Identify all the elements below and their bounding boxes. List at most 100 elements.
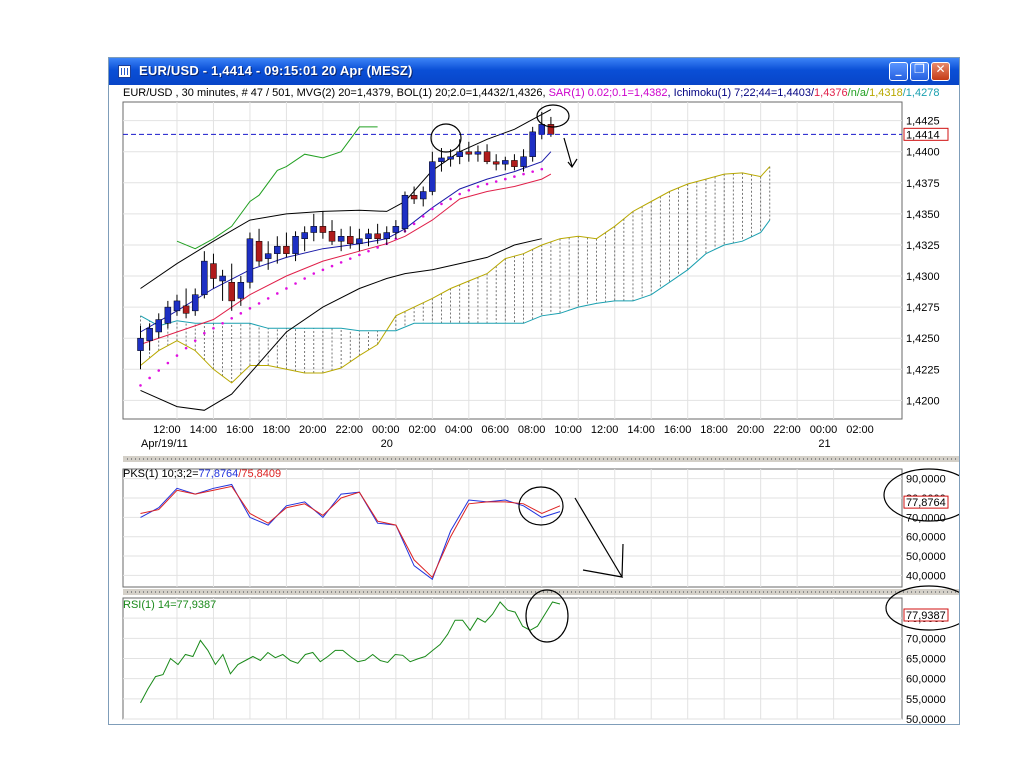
rsi-splitter-grip-dot: [503, 591, 504, 593]
candle-body: [447, 156, 454, 160]
rsi-splitter-grip-dot: [495, 591, 496, 593]
rsi-splitter-grip-dot: [179, 591, 180, 593]
pks-splitter-grip-dot: [859, 458, 860, 460]
rsi-splitter-grip-dot: [859, 591, 860, 593]
pks-splitter-grip-dot: [699, 458, 700, 460]
pks-splitter-grip-dot: [347, 458, 348, 460]
maximize-button[interactable]: ❐: [910, 62, 929, 81]
rsi-splitter-grip-dot: [463, 591, 464, 593]
rsi-splitter-grip-dot: [631, 591, 632, 593]
window-title: EUR/USD - 1,4414 - 09:15:01 20 Apr (MESZ…: [139, 63, 413, 78]
rsi-splitter-grip-dot: [227, 591, 228, 593]
title-bar[interactable]: EUR/USD - 1,4414 - 09:15:01 20 Apr (MESZ…: [109, 58, 959, 85]
rsi-splitter-grip-dot: [519, 591, 520, 593]
rsi-splitter-grip-dot: [715, 591, 716, 593]
close-button[interactable]: ✕: [931, 62, 950, 81]
pks-splitter-grip-dot: [771, 458, 772, 460]
candle-body: [438, 157, 445, 162]
pks-splitter-grip-dot: [327, 458, 328, 460]
candle-body: [201, 260, 208, 295]
pks-splitter-grip-dot: [803, 458, 804, 460]
pks-splitter-grip-dot: [459, 458, 460, 460]
candle-body: [310, 226, 318, 233]
senkou-span-a-line: [140, 166, 771, 384]
rsi-splitter-grip-dot: [431, 591, 432, 593]
minimize-button[interactable]: _: [889, 62, 908, 81]
annotation-circle: [518, 486, 564, 526]
pks-splitter-grip-dot: [319, 458, 320, 460]
pks-splitter-grip-dot: [559, 458, 560, 460]
rsi-splitter-grip-dot: [755, 591, 756, 593]
pks-header-segment: PKS(1) 10;3;2=: [123, 468, 199, 480]
rsi-splitter-grip-dot: [627, 591, 628, 593]
price-y-tick-label: 1,4400: [906, 147, 940, 159]
pks-splitter-grip-dot: [943, 458, 944, 460]
pks-splitter-grip-dot: [659, 458, 660, 460]
rsi-splitter-grip-dot: [455, 591, 456, 593]
sar-dot: [540, 167, 544, 171]
time-axis-tick-label: 00:00: [372, 424, 400, 436]
rsi-splitter-grip-dot: [439, 591, 440, 593]
pks-splitter-grip-dot: [235, 458, 236, 460]
pks-splitter-grip-dot: [127, 458, 128, 460]
pks-splitter-grip-dot: [671, 458, 672, 460]
pks-splitter-grip-dot: [759, 458, 760, 460]
pks-splitter-grip-dot: [495, 458, 496, 460]
pks-splitter-grip-dot: [379, 458, 380, 460]
pks-splitter-grip-dot: [203, 458, 204, 460]
pks-splitter-grip-dot: [135, 458, 136, 460]
rsi-splitter-grip-dot: [743, 591, 744, 593]
sar-dot: [504, 177, 507, 181]
pks-splitter-grip-dot: [787, 458, 788, 460]
pks-splitter-grip-dot: [291, 458, 292, 460]
pks-splitter-grip-dot: [287, 458, 288, 460]
candle-body: [319, 226, 327, 233]
pks-splitter-grip-dot: [507, 458, 508, 460]
rsi-splitter-grip-dot: [523, 591, 524, 593]
rsi-splitter-grip-dot: [271, 591, 272, 593]
time-axis-tick-label: 22:00: [335, 424, 363, 436]
candle-body: [511, 160, 518, 167]
rsi-splitter-grip-dot: [127, 591, 128, 593]
pks-splitter-grip-dot: [619, 458, 620, 460]
pks-splitter-grip-dot: [131, 458, 132, 460]
rsi-splitter-grip-dot: [695, 591, 696, 593]
pks-splitter-grip-dot: [391, 458, 392, 460]
pks-splitter-grip-dot: [843, 458, 844, 460]
pks-splitter-grip-dot: [799, 458, 800, 460]
pks-splitter-grip-dot: [415, 458, 416, 460]
price-y-tick-label: 1,4200: [906, 395, 940, 407]
rsi-splitter-grip-dot: [175, 591, 176, 593]
pks-splitter-grip-dot: [903, 458, 904, 460]
rsi-splitter-grip-dot: [323, 591, 324, 593]
pks-header-segment: 77,8764: [199, 468, 239, 480]
pks-splitter-grip-dot: [451, 458, 452, 460]
rsi-splitter-grip-dot: [871, 591, 872, 593]
rsi-splitter-grip-dot: [483, 591, 484, 593]
rsi-splitter-grip-dot: [187, 591, 188, 593]
pks-splitter-grip-dot: [735, 458, 736, 460]
candle-body: [164, 306, 172, 324]
sar-dot: [276, 292, 279, 295]
rsi-splitter-grip-dot: [499, 591, 500, 593]
rsi-splitter-grip-dot: [771, 591, 772, 593]
pks-splitter-grip-dot: [695, 458, 696, 460]
rsi-splitter-grip-dot: [587, 591, 588, 593]
pks-splitter-grip-dot: [643, 458, 644, 460]
pks-splitter-grip-dot: [439, 458, 440, 460]
rsi-splitter-grip-dot: [151, 591, 152, 593]
rsi-splitter-grip-dot: [707, 591, 708, 593]
time-axis-tick-label: 12:00: [153, 424, 181, 436]
rsi-splitter-grip-dot: [675, 591, 676, 593]
sar-dot: [166, 361, 170, 365]
sar-dot: [339, 261, 343, 264]
pks-splitter-grip-dot: [187, 458, 188, 460]
pks-splitter-grip-dot: [875, 458, 876, 460]
rsi-splitter-grip-dot: [423, 591, 424, 593]
pks-splitter-grip-dot: [255, 458, 256, 460]
rsi-splitter-grip-dot: [471, 591, 472, 593]
date-label: 21: [818, 438, 830, 450]
pks-splitter-grip-dot: [183, 458, 184, 460]
rsi-splitter-grip-dot: [687, 591, 688, 593]
candle-body: [191, 294, 199, 312]
